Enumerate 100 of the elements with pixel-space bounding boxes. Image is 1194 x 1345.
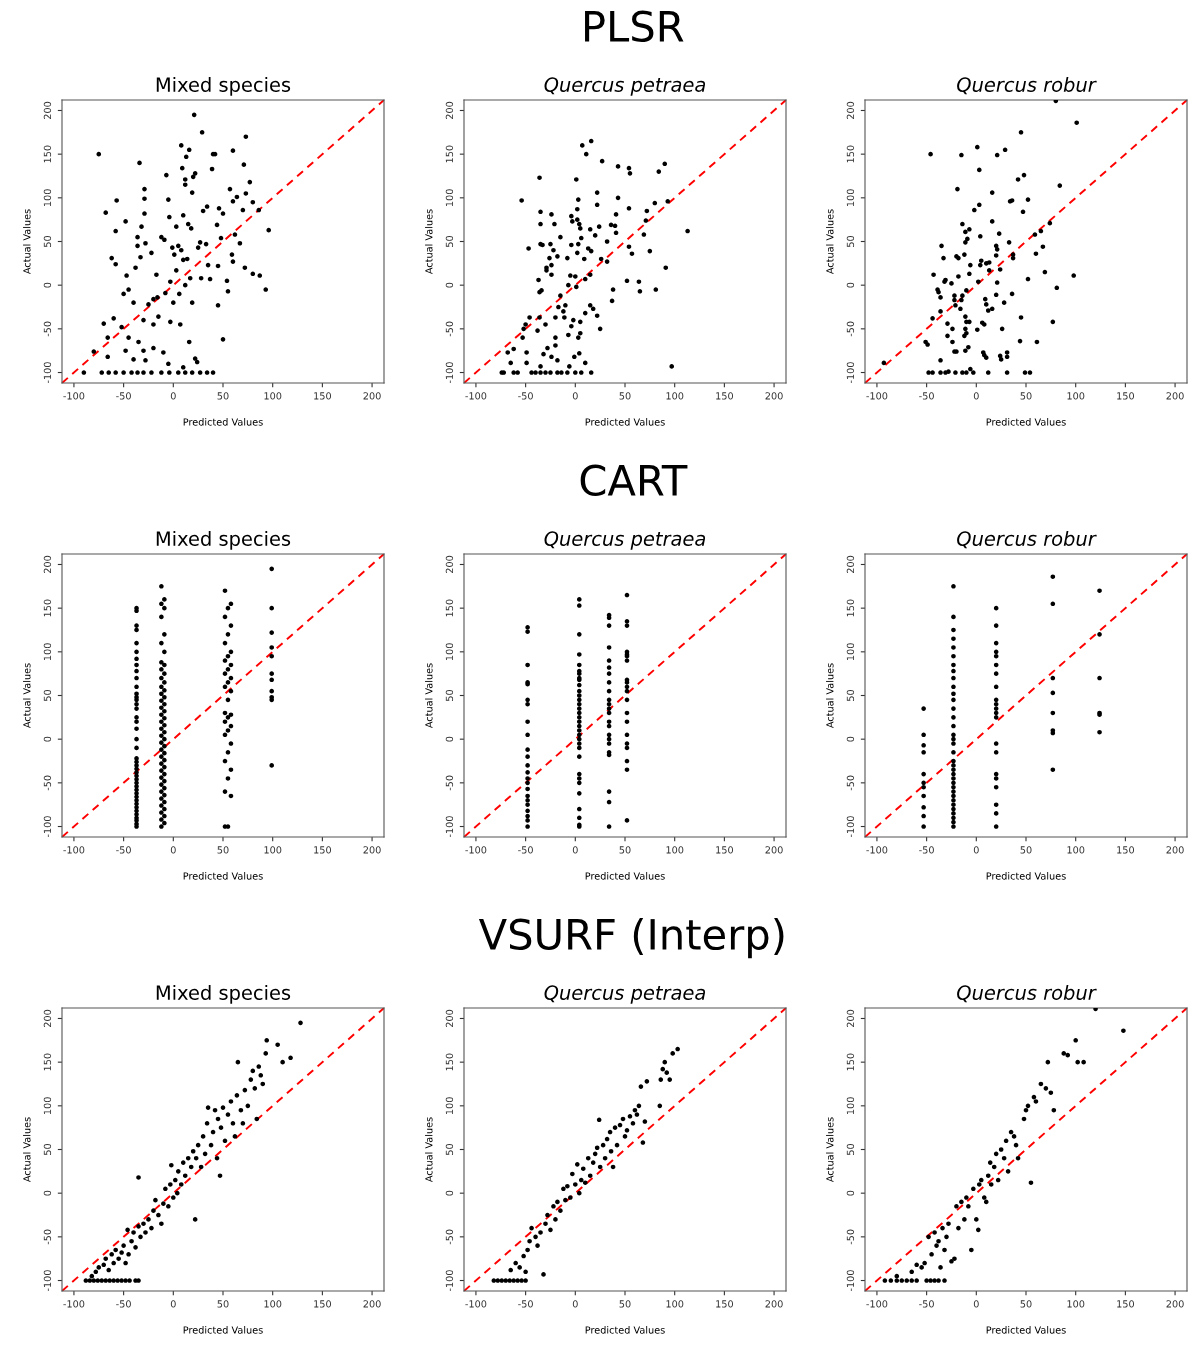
x-tick-label: 0 [572, 846, 578, 854]
chart-title: Mixed species [156, 984, 291, 1004]
x-axis-title: Predicted Values [585, 872, 665, 880]
y-tick-label: 100 [846, 1097, 855, 1115]
chart-title: Quercus petraea [544, 77, 706, 96]
x-tick-label: 200 [1166, 1300, 1184, 1308]
chart-title: Quercus robur [957, 76, 1097, 95]
y-tick-label: 150 [445, 599, 454, 617]
x-tick-label: -100 [63, 1300, 85, 1308]
y-tick-label: 100 [846, 189, 855, 207]
x-tick-label: 100 [666, 846, 684, 854]
y-axis-title: Actual Values [826, 663, 834, 729]
y-tick-label: 0 [445, 1190, 454, 1196]
text: PLSR [585, 10, 684, 43]
y-tick-label: 0 [846, 736, 855, 742]
x-tick-label: -50 [116, 846, 131, 854]
x-tick-label: 200 [765, 1300, 783, 1308]
chart-title: Mixed species [156, 530, 291, 550]
x-tick-label: -50 [518, 846, 533, 854]
y-axis-title: Actual Values [826, 209, 834, 275]
y-tick-label: 0 [445, 736, 454, 742]
y-axis-title: Actual Values [425, 663, 433, 729]
x-tick-label: 150 [314, 846, 332, 854]
x-tick-label: -100 [465, 846, 487, 854]
x-tick-label: 50 [217, 1300, 229, 1308]
y-tick-label: 200 [846, 101, 855, 120]
x-tick-label: -50 [919, 1300, 934, 1308]
x-tick-label: -50 [518, 1300, 533, 1308]
x-tick-label: 100 [1067, 392, 1085, 400]
x-tick-label: 200 [765, 846, 783, 854]
y-tick-label: -50 [43, 775, 52, 791]
y-tick-label: -100 [445, 362, 454, 384]
y-axis-title: Actual Values [826, 1117, 834, 1183]
x-tick-label: 50 [217, 846, 229, 854]
y-tick-label: 100 [445, 189, 454, 207]
x-tick-label: -100 [63, 392, 85, 400]
x-tick-label: 200 [1166, 846, 1184, 854]
x-axis-title: Predicted Values [986, 418, 1066, 426]
x-tick-label: -100 [63, 846, 85, 854]
x-tick-label: 200 [363, 1300, 381, 1308]
y-tick-label: -50 [846, 775, 855, 791]
y-tick-label: 100 [846, 643, 855, 661]
x-axis-title: Predicted Values [183, 418, 263, 426]
x-tick-label: -100 [866, 1300, 888, 1308]
y-tick-label: -50 [43, 1229, 52, 1245]
y-tick-label: 0 [43, 1190, 52, 1196]
y-tick-label: -50 [43, 321, 52, 337]
y-tick-label: -50 [445, 1229, 454, 1245]
y-tick-label: 200 [445, 555, 454, 574]
y-tick-label: 0 [445, 282, 454, 288]
y-tick-label: 50 [846, 1143, 855, 1155]
x-tick-label: 100 [264, 392, 282, 400]
x-tick-label: 50 [619, 846, 631, 854]
x-tick-label: 100 [264, 1300, 282, 1308]
x-tick-label: -50 [116, 392, 131, 400]
y-tick-label: 200 [846, 555, 855, 574]
x-tick-label: 0 [170, 1300, 176, 1308]
y-tick-label: 50 [43, 689, 52, 701]
x-tick-label: 150 [716, 1300, 734, 1308]
y-tick-label: -100 [846, 1270, 855, 1292]
text: CART [580, 464, 688, 497]
y-tick-label: 150 [846, 145, 855, 163]
y-tick-label: 150 [846, 599, 855, 617]
y-tick-label: -50 [445, 775, 454, 791]
x-tick-label: 200 [363, 846, 381, 854]
x-tick-label: 150 [314, 392, 332, 400]
y-tick-label: 50 [43, 1143, 52, 1155]
chart-title: Quercus petraea [544, 531, 706, 550]
x-axis-title: Predicted Values [986, 1326, 1066, 1334]
y-tick-label: 0 [43, 736, 52, 742]
x-tick-label: 200 [1166, 392, 1184, 400]
x-tick-label: 200 [363, 392, 381, 400]
x-tick-label: 150 [1117, 846, 1135, 854]
y-tick-label: 150 [445, 145, 454, 163]
x-axis-title: Predicted Values [183, 1326, 263, 1334]
x-axis-title: Predicted Values [183, 872, 263, 880]
y-tick-label: 0 [43, 282, 52, 288]
x-tick-label: -50 [116, 1300, 131, 1308]
x-tick-label: 200 [765, 392, 783, 400]
x-tick-label: 50 [619, 392, 631, 400]
y-tick-label: 200 [445, 101, 454, 120]
y-tick-label: 150 [43, 599, 52, 617]
y-tick-label: 100 [43, 643, 52, 661]
x-tick-label: 100 [1067, 1300, 1085, 1308]
y-axis-title: Actual Values [425, 1117, 433, 1183]
y-tick-label: 50 [445, 235, 454, 247]
y-tick-label: 100 [43, 189, 52, 207]
y-tick-label: 50 [846, 235, 855, 247]
x-tick-label: 50 [217, 392, 229, 400]
y-axis-title: Actual Values [23, 1117, 31, 1183]
x-tick-label: 0 [973, 846, 979, 854]
x-tick-label: 100 [666, 1300, 684, 1308]
y-axis-title: Actual Values [23, 209, 31, 275]
y-tick-label: 150 [445, 1053, 454, 1071]
y-tick-label: 200 [43, 555, 52, 574]
x-tick-label: 0 [572, 392, 578, 400]
x-tick-label: -100 [465, 1300, 487, 1308]
y-tick-label: -100 [445, 1270, 454, 1292]
y-tick-label: -100 [43, 816, 52, 838]
y-tick-label: 100 [43, 1097, 52, 1115]
